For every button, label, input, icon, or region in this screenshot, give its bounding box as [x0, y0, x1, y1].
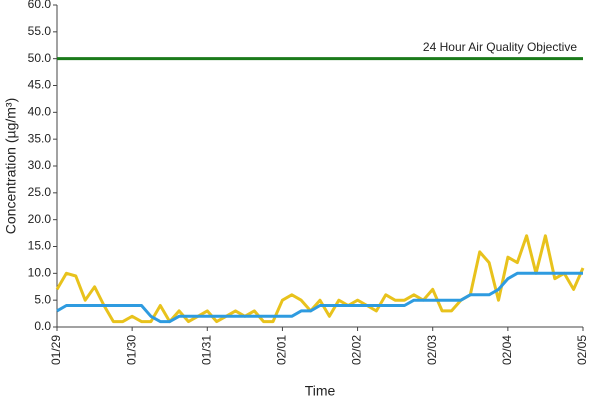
y-tick-label: 10.0: [28, 266, 52, 280]
y-axis-label: Concentration (µg/m³): [3, 98, 19, 234]
series-line: [55, 234, 585, 324]
x-tick-label: 02/01: [275, 335, 289, 365]
x-tick-label: 01/29: [49, 335, 63, 365]
y-tick-label: 45.0: [28, 78, 52, 92]
y-tick-label: 30.0: [28, 158, 52, 172]
y-tick-label: 35.0: [28, 131, 52, 145]
series-line: [56, 271, 583, 324]
y-tick-label: 60.0: [28, 0, 52, 11]
y-tick-label: 55.0: [28, 24, 52, 38]
x-tick-label: 02/05: [575, 335, 589, 365]
x-axis-label: Time: [305, 383, 336, 399]
y-tick-label: 20.0: [28, 212, 52, 226]
x-tick-label: 02/04: [500, 335, 514, 365]
objective-label: 24 Hour Air Quality Objective: [423, 40, 577, 54]
y-tick-label: 0.0: [34, 319, 51, 333]
y-tick-label: 40.0: [28, 105, 52, 119]
y-tick-label: 50.0: [28, 51, 52, 65]
x-tick-label: 02/02: [350, 335, 364, 365]
x-tick-label: 01/30: [124, 335, 138, 365]
y-tick-label: 15.0: [28, 239, 52, 253]
y-tick-label: 5.0: [34, 292, 51, 306]
x-tick-label: 01/31: [199, 335, 213, 365]
y-tick-label: 25.0: [28, 185, 52, 199]
x-tick-label: 02/03: [425, 335, 439, 365]
